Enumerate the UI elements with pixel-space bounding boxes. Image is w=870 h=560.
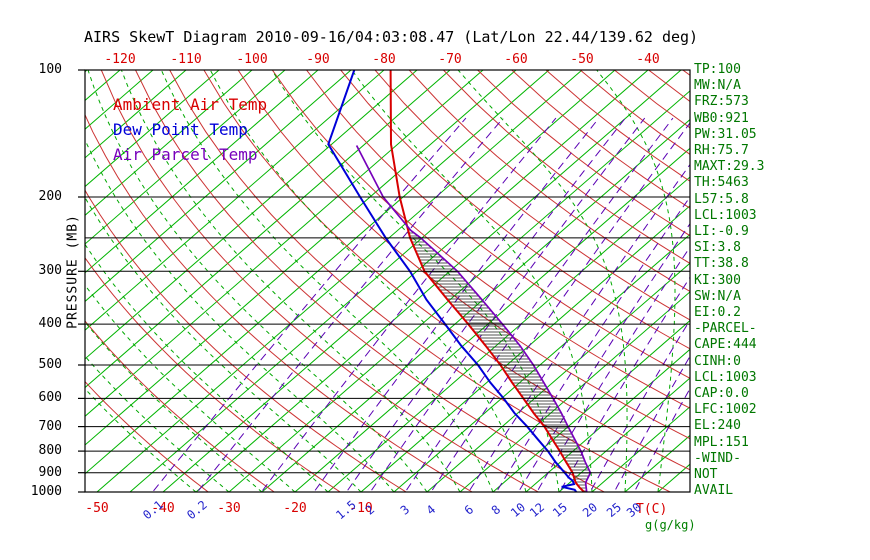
legend-ambient-air-temp: Ambient Air Temp	[113, 95, 268, 114]
bottom-axis-tick-label: -10	[349, 501, 373, 516]
stats-line: LFC:1002	[694, 402, 757, 418]
stats-line: WB0:921	[694, 110, 749, 126]
bottom-axis-tick-label: -30	[217, 501, 241, 516]
pressure-tick-label: 600	[38, 390, 62, 405]
stats-line: CAP:0.0	[694, 386, 749, 402]
stats-line: TT:38.8	[694, 256, 749, 272]
pressure-tick-label: 200	[38, 189, 62, 204]
top-axis-tick-label: -100	[236, 52, 268, 67]
pressure-tick-label: 300	[38, 263, 62, 278]
stats-line: LCL:1003	[694, 207, 757, 223]
stats-line: AVAIL	[694, 483, 734, 499]
legend-air-parcel-temp: Air Parcel Temp	[113, 145, 258, 164]
top-axis-tick-label: -90	[306, 52, 330, 67]
pressure-tick-label: 700	[38, 419, 62, 434]
stats-line: MAXT:29.3	[694, 159, 765, 175]
bottom-axis-tick-label: -40	[151, 501, 175, 516]
stats-line: SW:N/A	[694, 288, 741, 304]
stats-panel: TP:100 MW:N/A FRZ:573 WB0:921 PW:31.05 RH:75.…	[694, 62, 764, 499]
stats-line: SI:3.8	[694, 240, 741, 256]
legend-dew-point-temp: Dew Point Temp	[113, 120, 248, 139]
stats-line: CINH:0	[694, 353, 741, 369]
stats-line: TH:5463	[694, 175, 749, 191]
top-axis-tick-label: -40	[636, 52, 660, 67]
stats-line: TP:100	[694, 62, 741, 77]
top-axis-tick-label: -110	[170, 52, 202, 67]
pressure-tick-label: 100	[38, 62, 62, 77]
top-axis-tick-label: -120	[104, 52, 136, 67]
stats-line: NOT	[694, 467, 718, 483]
stats-line: -WIND-	[694, 450, 741, 466]
top-axis-tick-label: -50	[570, 52, 594, 67]
stats-line: -PARCEL-	[694, 321, 757, 337]
stats-line: L57:5.8	[694, 191, 749, 207]
stats-line: LCL:1003	[694, 369, 757, 385]
temp-axis-unit-label: T(C)	[636, 502, 668, 517]
pressure-axis-title: PRESSURE (MB)	[65, 214, 81, 329]
stats-line: RH:75.7	[694, 143, 749, 159]
stats-line: EI:0.2	[694, 305, 741, 321]
pressure-tick-label: 800	[38, 443, 62, 458]
pressure-tick-label: 1000	[30, 484, 62, 499]
legend: Ambient Air Temp Dew Point Temp Air Parcel…	[113, 92, 267, 167]
top-axis-tick-label: -80	[372, 52, 396, 67]
bottom-axis-tick-label: -20	[283, 501, 307, 516]
bottom-axis-tick-label: -50	[85, 501, 109, 516]
chart-title: AIRS SkewT Diagram 2010-09-16/04:03:08.4…	[84, 28, 699, 46]
stats-line: MW:N/A	[694, 78, 741, 94]
stats-line: MPL:151	[694, 434, 749, 450]
stats-line: EL:240	[694, 418, 741, 434]
stats-line: CAPE:444	[694, 337, 757, 353]
top-axis-tick-label: -70	[438, 52, 462, 67]
stats-line: LI:-0.9	[694, 224, 749, 240]
pressure-tick-label: 900	[38, 465, 62, 480]
stats-line: KI:300	[694, 272, 741, 288]
top-axis-tick-label: -60	[504, 52, 528, 67]
pressure-tick-label: 500	[38, 357, 62, 372]
pressure-tick-label: 400	[38, 316, 62, 331]
stats-line: FRZ:573	[694, 94, 749, 110]
stats-line: PW:31.05	[694, 126, 757, 142]
mixing-ratio-unit-label: g(g/kg)	[645, 518, 696, 532]
